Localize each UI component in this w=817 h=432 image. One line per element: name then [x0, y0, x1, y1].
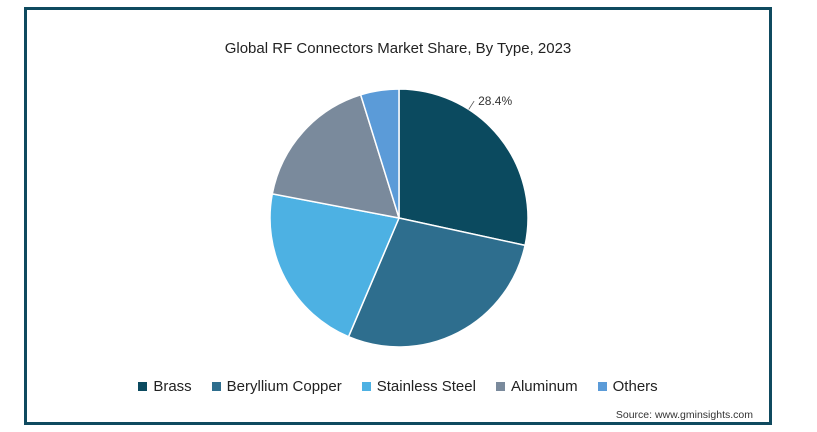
chart-frame: Global RF Connectors Market Share, By Ty… — [24, 7, 772, 425]
legend-label: Brass — [153, 378, 192, 395]
legend: Brass Beryllium Copper Stainless Steel Alum… — [27, 378, 769, 395]
legend-label: Beryllium Copper — [226, 378, 342, 395]
legend-label: Stainless Steel — [376, 378, 476, 395]
legend-item-beryllium-copper: Beryllium Copper — [211, 378, 342, 395]
legend-swatch — [211, 382, 221, 391]
legend-label: Others — [612, 378, 658, 395]
legend-swatch — [361, 382, 371, 391]
pie-slice-aluminum — [271, 93, 401, 219]
chart-title: Global RF Connectors Market Share, By Ty… — [224, 40, 572, 57]
legend-swatch — [495, 382, 505, 391]
pie-slice-brass — [398, 88, 529, 247]
data-label-leader — [468, 100, 475, 110]
pie-slice-others — [359, 88, 400, 219]
pie-slice-beryllium-copper — [347, 217, 526, 348]
pie-chart: 28.4% — [269, 88, 529, 348]
data-label-brass: 28.4% — [478, 94, 512, 108]
legend-item-stainless-steel: Stainless Steel — [361, 378, 476, 395]
legend-item-others: Others — [597, 378, 658, 395]
pie-slice-stainless-steel — [269, 192, 401, 338]
source-note: Source: www.gminsights.com — [615, 409, 753, 421]
legend-swatch — [597, 382, 607, 391]
legend-swatch — [138, 382, 148, 391]
legend-label: Aluminum — [510, 378, 578, 395]
legend-item-aluminum: Aluminum — [495, 378, 578, 395]
legend-item-brass: Brass — [138, 378, 192, 395]
